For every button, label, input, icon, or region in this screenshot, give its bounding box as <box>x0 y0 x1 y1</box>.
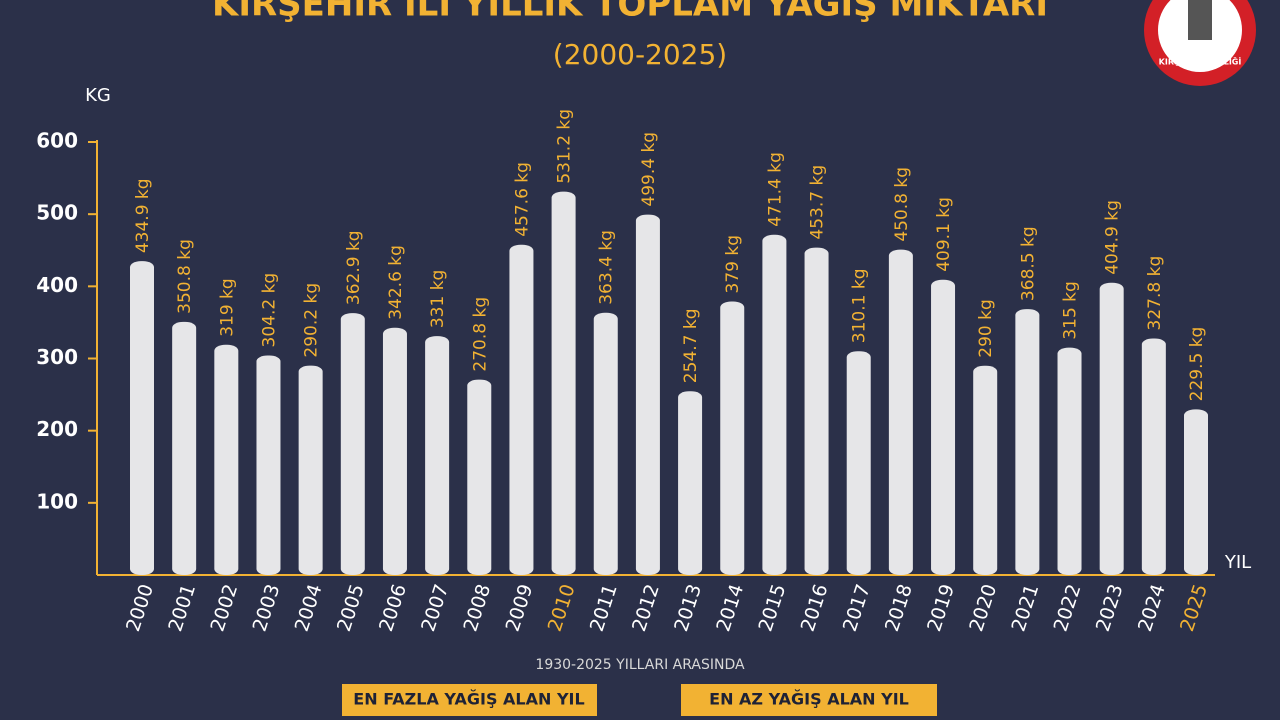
value-label: 350.8 kg <box>175 239 195 314</box>
value-label: 379 kg <box>723 235 743 294</box>
value-label: 290 kg <box>976 299 996 357</box>
bar <box>762 234 787 575</box>
bar <box>635 214 660 575</box>
value-label: 453.7 kg <box>808 165 828 240</box>
x-axis-label: YIL <box>1224 552 1251 573</box>
bar <box>678 391 703 575</box>
bar <box>1184 409 1208 575</box>
y-tick-label: 100 <box>36 489 78 513</box>
value-label: 368.5 kg <box>1018 226 1038 301</box>
logo: KIRŞEHİR VALİLİĞİ <box>1144 0 1256 86</box>
value-label: 290.2 kg <box>302 283 322 358</box>
chart-subtitle: (2000-2025) <box>553 38 727 71</box>
value-label: 342.6 kg <box>386 245 406 320</box>
bar <box>931 279 956 575</box>
bar <box>298 365 323 575</box>
value-label: 362.9 kg <box>344 230 364 305</box>
y-axis-label: KG <box>85 85 111 106</box>
y-tick-label: 400 <box>36 273 78 297</box>
bar <box>1057 347 1082 575</box>
footer-box <box>342 684 597 716</box>
value-label: 310.1 kg <box>850 268 870 343</box>
bar <box>256 355 281 575</box>
bar <box>214 344 239 575</box>
bar <box>1099 282 1124 575</box>
bar <box>172 321 197 575</box>
bar <box>467 379 492 575</box>
y-tick-label: 600 <box>36 129 78 153</box>
bar <box>130 261 154 575</box>
bar <box>551 191 576 575</box>
bar <box>973 365 998 575</box>
value-label: 471.4 kg <box>765 152 785 227</box>
bar <box>804 247 829 575</box>
y-tick-label: 500 <box>36 201 78 225</box>
value-label: 270.8 kg <box>470 297 490 372</box>
value-label: 331 kg <box>428 270 448 329</box>
bar <box>846 351 871 575</box>
value-label: 319 kg <box>217 278 237 337</box>
value-label: 404.9 kg <box>1103 200 1123 275</box>
value-label: 229.5 kg <box>1187 327 1207 402</box>
value-label: 457.6 kg <box>512 162 532 237</box>
bar <box>720 301 745 575</box>
bar <box>509 244 534 576</box>
footer-note: 1930-2025 YILLARI ARASINDA <box>535 657 745 673</box>
logo-figure <box>1188 0 1212 40</box>
value-label: 450.8 kg <box>892 167 912 242</box>
y-tick-label: 200 <box>36 417 78 441</box>
footer-box-label: EN AZ YAĞIŞ ALAN YIL <box>709 690 909 709</box>
logo-text: KIRŞEHİR VALİLİĞİ <box>1159 56 1242 67</box>
value-label: 327.8 kg <box>1145 256 1165 331</box>
bar <box>593 312 618 575</box>
value-label: 531.2 kg <box>555 109 575 184</box>
value-label: 409.1 kg <box>934 197 954 272</box>
value-label: 499.4 kg <box>639 132 659 207</box>
value-label: 254.7 kg <box>681 308 701 383</box>
value-label: 434.9 kg <box>133 178 153 253</box>
footer-box <box>681 684 937 716</box>
bar <box>340 313 365 575</box>
bar <box>1141 338 1166 575</box>
y-tick-label: 300 <box>36 345 78 369</box>
footer-box-label: EN FAZLA YAĞIŞ ALAN YIL <box>353 690 584 709</box>
chart-title: KIRŞEHİR İLİ YILLIK TOPLAM YAĞIŞ MİKTARI <box>212 0 1048 25</box>
value-label: 304.2 kg <box>259 273 279 348</box>
value-label: 363.4 kg <box>597 230 617 305</box>
bar <box>888 249 913 575</box>
bar <box>1015 309 1040 575</box>
bar <box>382 327 407 575</box>
value-label: 315 kg <box>1061 281 1081 340</box>
bar <box>425 336 450 575</box>
